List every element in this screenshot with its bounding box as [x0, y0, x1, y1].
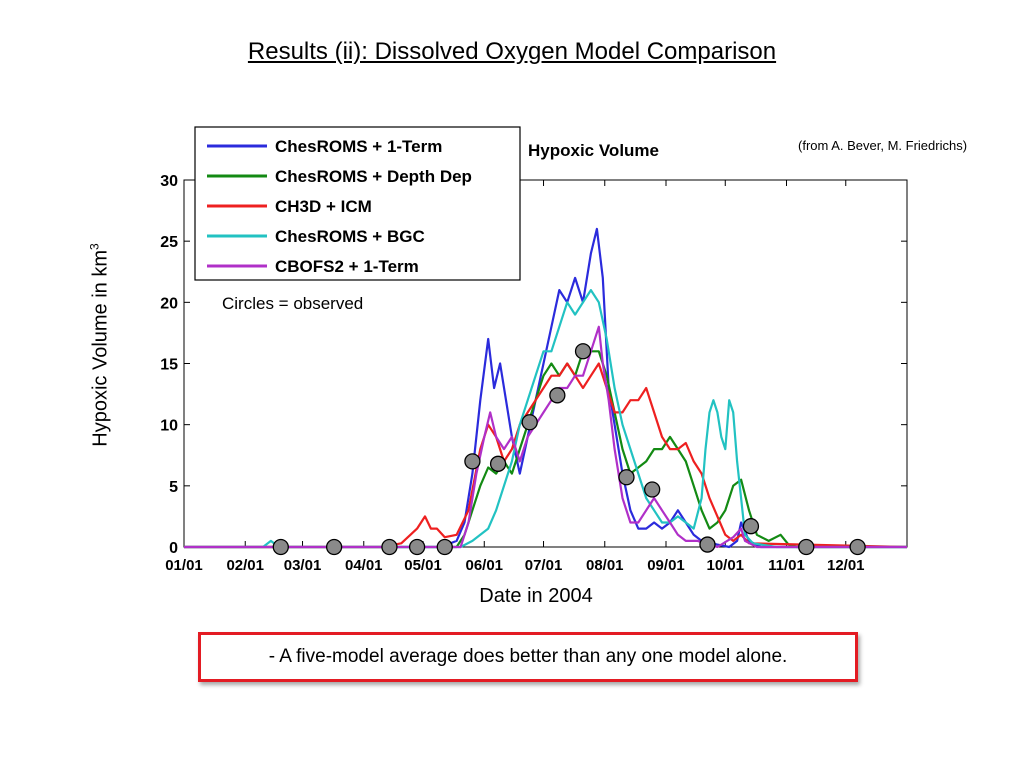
- x-tick-label: 08/01: [586, 557, 624, 574]
- legend-box: [194, 126, 521, 281]
- observed-point: [574, 343, 592, 360]
- observed-point: [381, 538, 398, 556]
- y-tick-label: 5: [169, 479, 178, 496]
- observed-point: [618, 469, 635, 486]
- note-text: - A five-model average does better than …: [268, 646, 788, 667]
- observed-point: [521, 414, 538, 431]
- observed-point: [798, 538, 815, 556]
- legend: ChesROMS + 1-Term ChesROMS + Depth Dep CH3…: [194, 126, 521, 281]
- y-tick-label: 15: [160, 357, 178, 374]
- y-tick-label: 10: [160, 418, 178, 435]
- y-tick-label: 30: [160, 173, 178, 190]
- source-credit: (from A. Bever, M. Friedrichs): [798, 138, 968, 153]
- series-line-5: [184, 325, 907, 549]
- y-axis-label: Hypoxic Volume in km3: [80, 210, 120, 480]
- observed-point: [644, 481, 661, 498]
- x-tick-label: 04/01: [345, 557, 383, 574]
- observed-point: [272, 538, 289, 556]
- legend-label-3: CH3D + ICM: [275, 197, 372, 216]
- x-tick-label: 09/01: [647, 557, 685, 574]
- observed-point: [699, 536, 716, 553]
- legend-label-4: ChesROMS + BGC: [275, 227, 425, 246]
- x-tick-label: 07/01: [525, 557, 563, 574]
- x-tick-label: 10/01: [706, 557, 744, 574]
- observed-point: [549, 387, 566, 404]
- series-lines: [184, 227, 908, 549]
- observed-point: [408, 538, 426, 556]
- x-axis-label: Date in 2004: [479, 585, 593, 607]
- y-axis-label-superscript: 3: [87, 243, 102, 250]
- observed-point: [464, 453, 481, 470]
- legend-label-5: CBOFS2 + 1-Term: [275, 257, 419, 276]
- observed-point: [742, 518, 760, 535]
- y-axis-label-text: Hypoxic Volume in km: [89, 249, 112, 447]
- observed-annotation: Circles = observed: [222, 294, 363, 313]
- x-tick-label: 02/01: [226, 557, 264, 574]
- x-tick-label: 03/01: [284, 557, 322, 574]
- chart-title: Hypoxic Volume: [528, 141, 659, 160]
- legend-label-1: ChesROMS + 1-Term: [275, 137, 442, 156]
- slide-title: Results (ii): Dissolved Oxygen Model Com…: [247, 38, 777, 65]
- x-tick-label: 01/01: [165, 557, 203, 574]
- series-line-4: [184, 289, 907, 549]
- y-tick-label: 0: [169, 540, 178, 557]
- observed-point: [849, 538, 866, 556]
- legend-label-2: ChesROMS + Depth Dep: [275, 167, 472, 186]
- observed-circles: [272, 343, 866, 556]
- y-tick-label: 20: [160, 295, 178, 312]
- y-tick-label: 25: [160, 234, 178, 251]
- x-tick-label: 11/01: [768, 557, 805, 574]
- observed-point: [489, 455, 507, 472]
- observed-point: [325, 538, 343, 556]
- observed-point: [436, 538, 453, 556]
- note-box: - A five-model average does better than …: [198, 632, 858, 682]
- series-line-3: [184, 362, 908, 549]
- x-tick-label: 12/01: [827, 557, 865, 574]
- x-tick-label: 05/01: [404, 557, 442, 574]
- x-tick-label: 06/01: [465, 557, 503, 574]
